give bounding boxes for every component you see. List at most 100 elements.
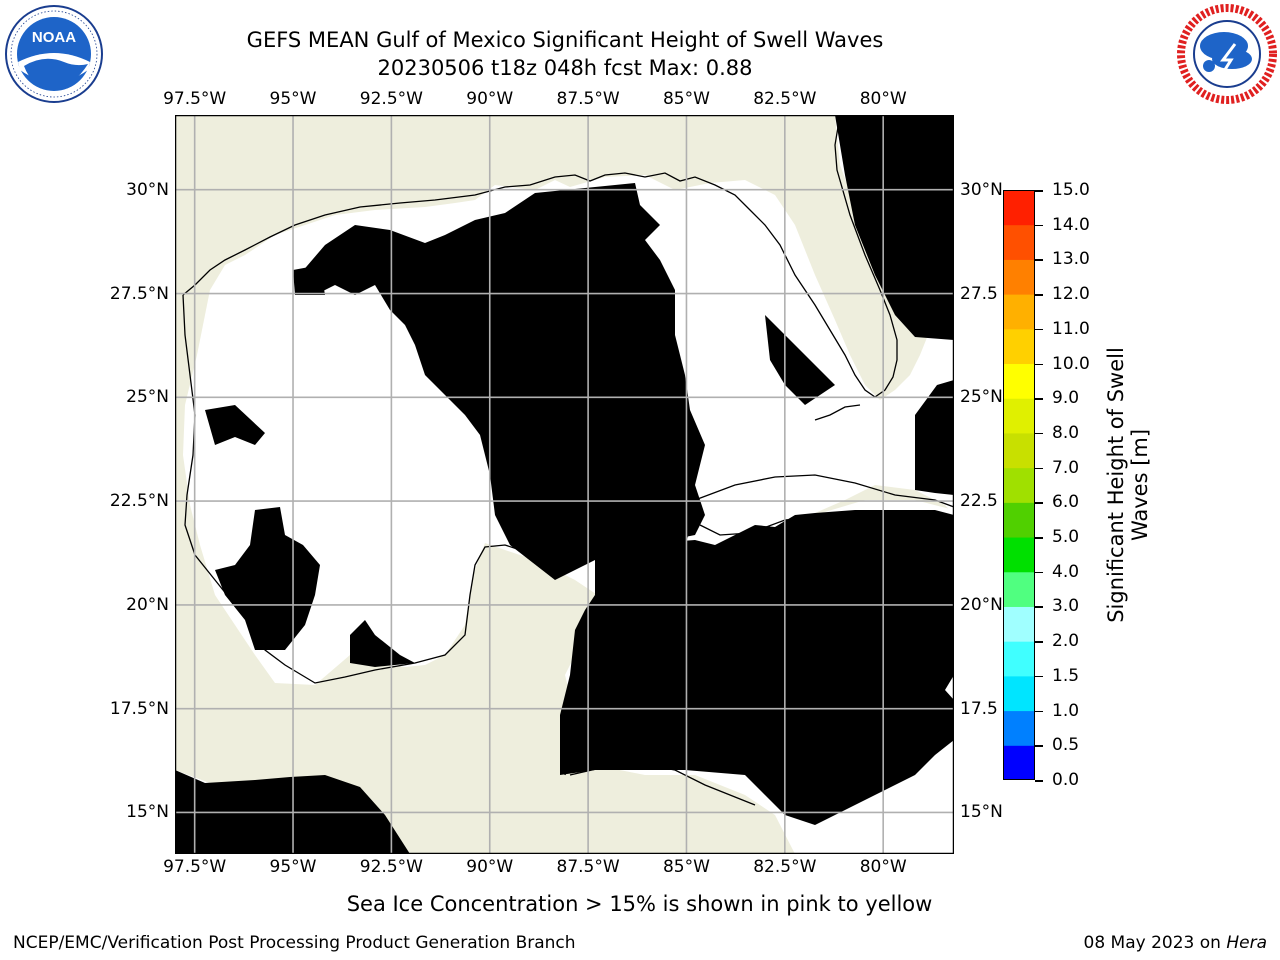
lon-label: 97.5°W [163,89,227,109]
colorbar-tick-label: 13.0 [1052,249,1090,270]
lon-label: 90°W [466,89,514,109]
colorbar-segment [1003,675,1035,712]
colorbar-tick-mark [1035,259,1043,261]
colorbar-tick-label: 0.5 [1052,735,1080,756]
colorbar-segment [1003,432,1035,469]
footer-branch: NCEP/EMC/Verification Post Processing Pr… [13,933,576,953]
lat-label: 15°N [960,802,1003,823]
lat-label: 30°N [960,179,1003,200]
coastlines [182,115,954,806]
colorbar-segment [1003,224,1035,260]
lat-label: 22.5 [960,491,998,512]
colorbar-tick-mark [1035,328,1043,331]
swell-region [295,183,705,580]
sea-ice-caption: Sea Ice Concentration > 15% is shown in … [346,892,933,916]
lat-label: 27.5 [960,283,998,304]
colorbar-label: Significant Height of Swell Waves [m] [1104,347,1152,623]
colorbar-tick-label: 6.0 [1052,492,1080,513]
colorbar-tick-label: 5.0 [1052,527,1080,548]
lat-label: 17.5°N [109,698,169,719]
lon-label: 82.5°W [753,89,817,109]
lon-label: 85°W [662,857,710,877]
colorbar-tick-label: 9.0 [1052,388,1080,409]
footer-machine: Hera [1226,933,1267,953]
colorbar-segment [1003,641,1035,677]
us-gulf-coastline [182,172,876,398]
colorbar-tick-label: 7.0 [1052,457,1080,478]
colorbar-tick-mark [1035,224,1043,227]
colorbar-segment [1003,363,1035,399]
swell-region [205,405,265,445]
colorbar-tick-label: 12.0 [1052,284,1090,305]
colorbar-tick-label: 11.0 [1052,318,1090,339]
colorbar-tick-mark [1035,710,1043,713]
colorbar-tick-mark [1035,432,1043,435]
lat-label: 17.5 [960,698,998,719]
colorbar-tick-mark [1035,780,1043,782]
colorbar-segment [1003,502,1035,538]
lon-label: 80°W [859,89,907,109]
colorbar-tick-label: 2.0 [1052,631,1080,652]
florida-east-coastline [834,115,898,398]
gulf-of-mexico-map [175,115,954,854]
colorbar-tick-mark [1035,571,1043,574]
jamaica-coastline [823,634,847,642]
chart-title: GEFS MEAN Gulf of Mexico Significant Hei… [246,28,884,52]
lat-label: 20°N [126,594,169,615]
lon-label: 85°W [662,89,710,109]
swell-region [560,510,954,825]
lat-label: 15°N [126,802,169,823]
colorbar-segment [1003,537,1035,573]
lat-label: 20°N [960,594,1003,615]
colorbar-tick-mark [1035,294,1043,296]
swell-region [293,265,325,295]
lon-label: 87.5°W [556,89,620,109]
colorbar-segment [1003,606,1035,642]
lat-label: 22.5°N [109,491,169,512]
swell-region [350,620,415,667]
colorbar-segment [1003,467,1035,503]
lon-label: 90°W [466,857,514,877]
lon-label: 97.5°W [163,857,227,877]
colorbar [1003,190,1035,780]
colorbar-tick-label: 1.5 [1052,665,1080,686]
yucatan-coastline [569,762,756,806]
svg-text:NOAA: NOAA [32,29,76,46]
colorbar-tick-mark [1035,745,1043,747]
colorbar-tick-label: 1.0 [1052,700,1080,721]
lat-label: 25°N [126,387,169,408]
colorbar-segment [1003,190,1035,226]
colorbar-tick-mark [1035,398,1043,400]
colorbar-segment [1003,571,1035,607]
colorbar-tick-mark [1035,641,1043,643]
colorbar-tick-label: 15.0 [1052,180,1090,200]
graticule [175,115,954,854]
mexico-gulf-coastline [182,294,606,776]
lat-label: 25°N [960,387,1003,408]
swell-region [765,315,835,405]
colorbar-tick-mark [1035,537,1043,539]
colorbar-tick-mark [1035,606,1043,608]
lon-label: 95°W [269,89,317,109]
chart-subtitle: 20230506 t18z 048h fcst Max: 0.88 [377,56,753,80]
colorbar-segment [1003,745,1035,780]
lon-label: 92.5°W [359,857,423,877]
swell-region [855,115,954,300]
colorbar-segment [1003,294,1035,330]
colorbar-label-line1: Significant Height of Swell [1104,347,1128,623]
lon-label: 82.5°W [753,857,817,877]
colorbar-tick-mark [1035,190,1043,192]
colorbar-segment [1003,259,1035,295]
colorbar-tick-label: 0.0 [1052,770,1080,790]
colorbar-tick-label: 8.0 [1052,422,1080,443]
colorbar-tick-label: 4.0 [1052,561,1080,582]
lat-label: 27.5°N [109,283,169,304]
nws-logo [1177,4,1277,104]
map-frame [175,115,954,854]
lon-label: 95°W [269,857,317,877]
footer-date-text: 08 May 2023 on [1083,933,1221,953]
florida-keys [814,404,861,421]
colorbar-segment [1003,328,1035,365]
colorbar-label-line2: Waves [m] [1128,428,1152,542]
footer-date: 08 May 2023 on Hera [1084,933,1268,953]
